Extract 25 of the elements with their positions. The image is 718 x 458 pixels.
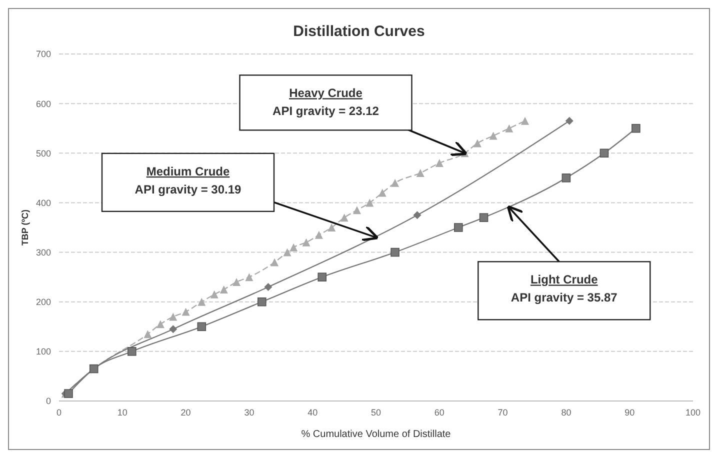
annotation: Medium Crude API gravity = 30.19 <box>134 164 242 196</box>
chart-title: Distillation Curves <box>292 23 426 40</box>
annotation: Light Crude API gravity = 35.87 <box>510 272 618 305</box>
x-tick-label: 70 <box>498 407 508 418</box>
x-tick-label: 30 <box>244 407 254 418</box>
y-tick-label: 700 <box>36 49 51 60</box>
x-tick-label: 20 <box>180 407 191 418</box>
y-tick-label: 400 <box>36 198 51 208</box>
y-tick-label: 100 <box>36 346 51 357</box>
x-tick-label: 10 <box>117 407 128 418</box>
y-tick-label: 500 <box>36 148 51 158</box>
y-tick-label: 0 <box>46 396 51 406</box>
y-tick-label: 300 <box>36 247 51 258</box>
x-tick-label: 100 <box>685 407 701 418</box>
x-tick-label: 50 <box>370 407 382 418</box>
x-tick-label: 90 <box>624 407 635 418</box>
y-tick-label: 200 <box>36 297 51 308</box>
annotation: Heavy Crude API gravity = 23.12 <box>272 86 380 118</box>
x-tick-label: 40 <box>308 407 318 418</box>
x-tick-label: 60 <box>434 407 444 418</box>
x-tick-label: 80 <box>561 407 572 418</box>
x-tick-label: 0 <box>56 407 62 418</box>
y-tick-label: 600 <box>36 98 51 109</box>
y-axis-title: TBP (ºC) <box>20 209 30 246</box>
x-axis-title: % Cumulative Volume of Distillate <box>301 429 452 440</box>
